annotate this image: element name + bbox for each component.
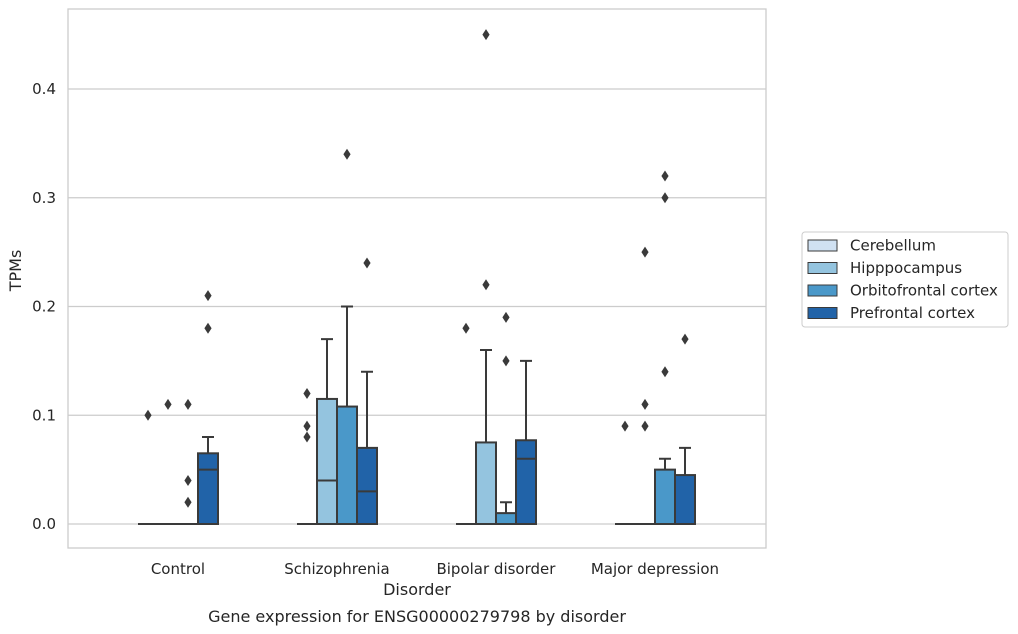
legend-label: Prefrontal cortex xyxy=(850,304,975,322)
outlier-point xyxy=(621,420,629,432)
y-tick-label: 0.1 xyxy=(32,406,56,424)
outlier-point xyxy=(184,475,192,486)
box-group xyxy=(356,257,378,525)
box xyxy=(654,468,676,525)
outlier-point xyxy=(502,355,510,367)
outlier-point xyxy=(482,279,490,291)
y-tick-label: 0.3 xyxy=(32,189,56,207)
axes: 0.0 0.1 0.2 0.3 0.4 Control Schizophrenia Bipol… xyxy=(32,80,719,578)
outlier-point xyxy=(641,398,649,410)
outlier-point xyxy=(502,311,510,323)
box-group xyxy=(615,420,635,525)
x-tick-label: Bipolar disorder xyxy=(436,560,556,578)
chart-caption: Gene expression for ENSG00000279798 by d… xyxy=(208,607,626,626)
box-group xyxy=(316,338,338,525)
box xyxy=(197,452,219,525)
box-group xyxy=(495,311,517,525)
outlier-point xyxy=(661,192,669,204)
box xyxy=(674,474,696,525)
y-axis-title: TPMs xyxy=(6,250,25,293)
box-group xyxy=(178,398,198,525)
box xyxy=(356,446,378,525)
outlier-point xyxy=(363,257,371,269)
box xyxy=(475,441,497,525)
x-tick-label: Schizophrenia xyxy=(284,560,389,578)
x-axis-title: Disorder xyxy=(383,580,451,599)
outlier-point xyxy=(641,246,649,258)
outlier-point xyxy=(204,322,212,334)
legend-item: Orbitofrontal cortex xyxy=(807,282,998,300)
legend-swatch xyxy=(807,284,838,297)
outlier-point xyxy=(681,333,689,345)
box xyxy=(515,439,537,526)
outlier-point xyxy=(641,420,649,432)
box-group xyxy=(158,398,178,525)
legend-item: Cerebellum xyxy=(807,237,936,255)
legend-item: Prefrontal cortex xyxy=(807,304,975,322)
outlier-point xyxy=(204,290,212,302)
legend: Cerebellum Hipppocampus Orbitofrontal cort… xyxy=(801,231,1009,328)
y-tick-label: 0.4 xyxy=(32,80,56,98)
box-marks xyxy=(138,29,696,526)
legend-label: Hipppocampus xyxy=(850,259,962,277)
box-group xyxy=(654,170,676,525)
legend-swatch xyxy=(807,239,838,252)
plot-area-frame xyxy=(67,8,767,549)
box-group xyxy=(456,322,476,525)
box-group xyxy=(138,409,158,525)
outlier-point xyxy=(661,366,669,378)
box-group xyxy=(515,359,537,526)
legend-label: Cerebellum xyxy=(850,237,936,255)
legend-item: Hipppocampus xyxy=(807,259,962,277)
box xyxy=(495,512,517,525)
y-tick-label: 0.2 xyxy=(32,298,56,316)
legend-swatch xyxy=(807,307,838,319)
y-tick-label: 0.0 xyxy=(32,515,56,533)
outlier-point xyxy=(343,148,351,160)
x-tick-label: Control xyxy=(151,560,205,578)
legend-swatch xyxy=(807,262,838,274)
outlier-point xyxy=(184,398,192,410)
box-group xyxy=(297,388,317,525)
box-group xyxy=(674,333,696,525)
outlier-point xyxy=(303,420,311,432)
outlier-point xyxy=(164,398,172,410)
outlier-point xyxy=(661,170,669,182)
outlier-point xyxy=(482,29,490,41)
outlier-point xyxy=(144,409,152,421)
box-group xyxy=(475,29,497,525)
outlier-point xyxy=(184,496,192,508)
box-group xyxy=(336,148,358,525)
outlier-point xyxy=(462,322,470,334)
outlier-point xyxy=(303,431,311,443)
outlier-point xyxy=(303,388,311,399)
box-group xyxy=(635,246,655,525)
legend-items: Cerebellum Hipppocampus Orbitofrontal cort… xyxy=(807,237,998,322)
box xyxy=(336,405,358,525)
box-group xyxy=(197,290,219,525)
legend-frame xyxy=(801,231,1009,328)
x-tick-label: Major depression xyxy=(591,560,719,578)
legend-label: Orbitofrontal cortex xyxy=(850,282,998,300)
box xyxy=(316,397,338,525)
